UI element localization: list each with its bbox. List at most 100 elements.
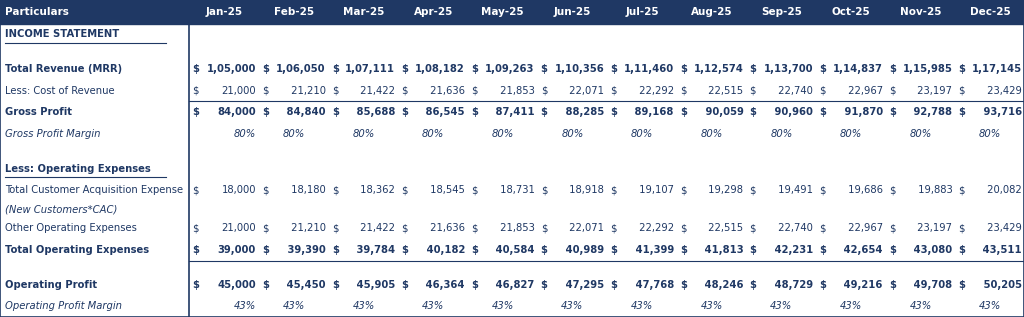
Text: $: $ <box>541 64 548 74</box>
Text: 19,686: 19,686 <box>845 185 883 195</box>
Text: Less: Operating Expenses: Less: Operating Expenses <box>5 164 151 174</box>
Text: 47,768: 47,768 <box>632 280 674 290</box>
Text: $: $ <box>750 185 756 195</box>
Text: $: $ <box>332 107 339 117</box>
Text: $: $ <box>193 185 199 195</box>
Text: Other Operating Expenses: Other Operating Expenses <box>5 223 137 233</box>
Text: 89,168: 89,168 <box>632 107 674 117</box>
Text: $: $ <box>680 245 687 255</box>
Text: Jul-25: Jul-25 <box>626 7 658 17</box>
Text: $: $ <box>680 223 686 233</box>
Text: 22,967: 22,967 <box>845 86 883 96</box>
Text: 22,740: 22,740 <box>775 86 813 96</box>
Bar <box>0 101 1024 123</box>
Text: 49,708: 49,708 <box>910 280 952 290</box>
Text: 19,107: 19,107 <box>636 185 674 195</box>
Bar <box>0 239 1024 261</box>
Text: $: $ <box>541 185 547 195</box>
Text: $: $ <box>819 185 825 195</box>
Text: 19,491: 19,491 <box>775 185 813 195</box>
Bar <box>0 179 1024 201</box>
Text: $: $ <box>471 64 478 74</box>
Text: 23,197: 23,197 <box>914 223 952 233</box>
Text: 40,182: 40,182 <box>423 245 465 255</box>
Text: 1,17,145: 1,17,145 <box>972 64 1022 74</box>
Text: 45,000: 45,000 <box>217 280 256 290</box>
Text: $: $ <box>401 245 409 255</box>
Text: $: $ <box>401 280 409 290</box>
Text: 21,422: 21,422 <box>357 223 395 233</box>
Bar <box>0 24 1024 45</box>
Text: 45,905: 45,905 <box>353 280 395 290</box>
Text: $: $ <box>750 223 756 233</box>
Text: $: $ <box>401 64 409 74</box>
Text: $: $ <box>193 223 199 233</box>
Text: 42,231: 42,231 <box>771 245 813 255</box>
Text: 43%: 43% <box>233 301 256 311</box>
Text: $: $ <box>541 107 548 117</box>
Text: 43%: 43% <box>283 301 305 311</box>
Text: $: $ <box>680 64 687 74</box>
Bar <box>0 80 1024 101</box>
Text: $: $ <box>262 280 269 290</box>
Text: Gross Profit Margin: Gross Profit Margin <box>5 129 100 139</box>
Text: 43%: 43% <box>561 301 584 311</box>
Bar <box>0 58 1024 80</box>
Text: 1,07,111: 1,07,111 <box>345 64 395 74</box>
Text: Feb-25: Feb-25 <box>273 7 314 17</box>
Text: 21,636: 21,636 <box>427 223 465 233</box>
Text: Jan-25: Jan-25 <box>206 7 243 17</box>
Text: 22,071: 22,071 <box>566 223 604 233</box>
Text: 87,411: 87,411 <box>492 107 535 117</box>
Text: 49,216: 49,216 <box>841 280 883 290</box>
Text: Gross Profit: Gross Profit <box>5 107 72 117</box>
Text: 21,853: 21,853 <box>497 86 535 96</box>
Bar <box>0 261 1024 274</box>
Text: 50,205: 50,205 <box>980 280 1022 290</box>
Text: $: $ <box>610 280 617 290</box>
Text: $: $ <box>193 280 200 290</box>
Text: $: $ <box>889 107 896 117</box>
Text: 43%: 43% <box>909 301 932 311</box>
Text: Sep-25: Sep-25 <box>761 7 802 17</box>
Text: 46,364: 46,364 <box>422 280 465 290</box>
Text: Operating Profit: Operating Profit <box>5 280 97 290</box>
Text: $: $ <box>471 185 477 195</box>
Text: $: $ <box>610 223 616 233</box>
Text: 22,515: 22,515 <box>706 223 743 233</box>
Text: $: $ <box>680 185 686 195</box>
Text: Jun-25: Jun-25 <box>554 7 591 17</box>
Text: $: $ <box>471 86 477 96</box>
Text: $: $ <box>332 64 339 74</box>
Text: 41,399: 41,399 <box>632 245 674 255</box>
Text: 23,429: 23,429 <box>984 223 1022 233</box>
Text: Apr-25: Apr-25 <box>414 7 453 17</box>
Text: 43%: 43% <box>700 301 723 311</box>
Text: May-25: May-25 <box>481 7 524 17</box>
Text: $: $ <box>332 223 338 233</box>
Text: 46,827: 46,827 <box>493 280 535 290</box>
Text: 22,740: 22,740 <box>775 223 813 233</box>
Text: 22,071: 22,071 <box>566 86 604 96</box>
Text: Dec-25: Dec-25 <box>970 7 1011 17</box>
Bar <box>0 0 1024 24</box>
Bar <box>0 123 1024 145</box>
Text: $: $ <box>958 245 966 255</box>
Text: 45,450: 45,450 <box>283 280 326 290</box>
Text: Mar-25: Mar-25 <box>343 7 384 17</box>
Text: $: $ <box>193 86 199 96</box>
Bar <box>0 45 1024 58</box>
Text: 80%: 80% <box>233 129 256 139</box>
Text: $: $ <box>750 86 756 96</box>
Text: $: $ <box>471 223 477 233</box>
Text: Particulars: Particulars <box>5 7 69 17</box>
Text: $: $ <box>262 245 269 255</box>
Text: $: $ <box>819 86 825 96</box>
Text: $: $ <box>610 245 617 255</box>
Text: $: $ <box>819 223 825 233</box>
Text: $: $ <box>262 107 269 117</box>
Text: 43,511: 43,511 <box>979 245 1022 255</box>
Text: 21,636: 21,636 <box>427 86 465 96</box>
Text: $: $ <box>262 64 269 74</box>
Text: 90,960: 90,960 <box>771 107 813 117</box>
